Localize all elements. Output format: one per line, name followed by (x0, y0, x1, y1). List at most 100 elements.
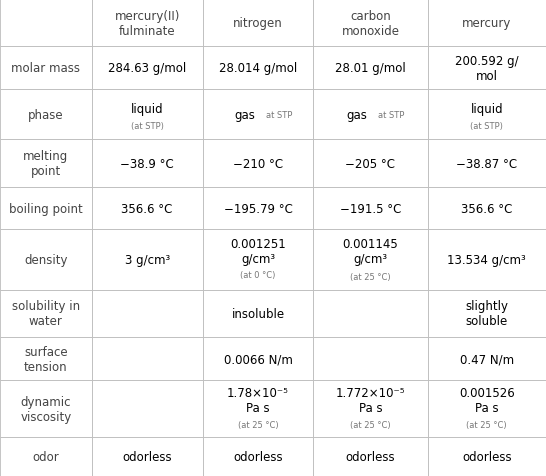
Bar (92, 140, 203, 188)
Text: −38.87 °C: −38.87 °C (456, 158, 517, 170)
Bar (203, 337, 313, 381)
Text: molar mass: molar mass (11, 62, 80, 75)
Bar (313, 337, 428, 381)
Text: −38.9 °C: −38.9 °C (120, 158, 174, 170)
Text: liquid: liquid (471, 102, 503, 115)
Bar (0, 290, 92, 337)
Bar (0, 230, 92, 290)
Bar (203, 48, 313, 89)
Bar (428, 188, 546, 230)
Bar (313, 140, 428, 188)
Bar (428, 381, 546, 437)
Bar (313, 437, 428, 476)
Bar (92, 437, 203, 476)
Bar (0, 48, 92, 89)
Text: 200.592 g/
mol: 200.592 g/ mol (455, 55, 519, 82)
Bar (0, 337, 92, 381)
Bar (428, 290, 546, 337)
Bar (428, 230, 546, 290)
Text: 3 g/cm³: 3 g/cm³ (124, 254, 170, 267)
Text: melting
point: melting point (23, 150, 68, 178)
Bar (92, 89, 203, 140)
Bar (203, 89, 313, 140)
Bar (0, 437, 92, 476)
Bar (0, 89, 92, 140)
Text: (at STP): (at STP) (470, 121, 503, 130)
Text: boiling point: boiling point (9, 202, 83, 215)
Text: at STP: at STP (378, 110, 405, 119)
Text: 28.01 g/mol: 28.01 g/mol (335, 62, 406, 75)
Bar (92, 381, 203, 437)
Bar (92, 48, 203, 89)
Text: odorless: odorless (122, 450, 172, 463)
Bar (0, 140, 92, 188)
Bar (203, 188, 313, 230)
Text: 0.001145
g/cm³: 0.001145 g/cm³ (342, 237, 399, 265)
Bar (92, 290, 203, 337)
Text: 13.534 g/cm³: 13.534 g/cm³ (447, 254, 526, 267)
Text: (at 25 °C): (at 25 °C) (238, 420, 278, 429)
Bar (203, 437, 313, 476)
Text: 1.772×10⁻⁵
Pa s: 1.772×10⁻⁵ Pa s (336, 387, 405, 415)
Bar (92, 188, 203, 230)
Bar (0, 381, 92, 437)
Text: 0.001251
g/cm³: 0.001251 g/cm³ (230, 237, 286, 265)
Text: carbon
monoxide: carbon monoxide (341, 10, 400, 38)
Text: 0.47 N/m: 0.47 N/m (460, 352, 514, 365)
Text: gas: gas (346, 109, 367, 121)
Bar (428, 48, 546, 89)
Text: 356.6 °C: 356.6 °C (121, 202, 173, 215)
Text: surface
tension: surface tension (24, 345, 68, 373)
Text: −210 °C: −210 °C (233, 158, 283, 170)
Bar (313, 0, 428, 48)
Text: 1.78×10⁻⁵
Pa s: 1.78×10⁻⁵ Pa s (227, 387, 289, 415)
Bar (92, 230, 203, 290)
Text: nitrogen: nitrogen (233, 17, 283, 30)
Bar (203, 381, 313, 437)
Bar (0, 188, 92, 230)
Text: at STP: at STP (265, 110, 292, 119)
Text: (at 0 °C): (at 0 °C) (240, 271, 276, 280)
Text: phase: phase (28, 109, 64, 121)
Bar (203, 0, 313, 48)
Text: −205 °C: −205 °C (346, 158, 395, 170)
Bar (313, 290, 428, 337)
Bar (203, 230, 313, 290)
Bar (313, 89, 428, 140)
Text: (at 25 °C): (at 25 °C) (466, 420, 507, 429)
Bar (0, 0, 92, 48)
Text: slightly
soluble: slightly soluble (465, 300, 508, 327)
Text: 28.014 g/mol: 28.014 g/mol (219, 62, 297, 75)
Text: mercury: mercury (462, 17, 512, 30)
Bar (428, 0, 546, 48)
Text: odorless: odorless (346, 450, 395, 463)
Text: odorless: odorless (462, 450, 512, 463)
Text: odorless: odorless (233, 450, 283, 463)
Text: (at 25 °C): (at 25 °C) (350, 420, 391, 429)
Bar (203, 290, 313, 337)
Text: solubility in
water: solubility in water (12, 300, 80, 327)
Bar (313, 48, 428, 89)
Bar (428, 89, 546, 140)
Text: liquid: liquid (131, 102, 163, 115)
Bar (313, 381, 428, 437)
Bar (428, 337, 546, 381)
Bar (92, 0, 203, 48)
Text: (at STP): (at STP) (130, 121, 164, 130)
Text: gas: gas (234, 109, 255, 121)
Bar (313, 230, 428, 290)
Bar (428, 140, 546, 188)
Text: mercury(II)
fulminate: mercury(II) fulminate (115, 10, 180, 38)
Text: −191.5 °C: −191.5 °C (340, 202, 401, 215)
Bar (203, 140, 313, 188)
Text: dynamic
viscosity: dynamic viscosity (20, 395, 72, 423)
Text: odor: odor (33, 450, 59, 463)
Bar (428, 437, 546, 476)
Text: 284.63 g/mol: 284.63 g/mol (108, 62, 186, 75)
Text: insoluble: insoluble (232, 307, 284, 320)
Text: 0.0066 N/m: 0.0066 N/m (223, 352, 293, 365)
Text: −195.79 °C: −195.79 °C (223, 202, 293, 215)
Bar (313, 188, 428, 230)
Text: (at 25 °C): (at 25 °C) (350, 272, 391, 281)
Bar (92, 337, 203, 381)
